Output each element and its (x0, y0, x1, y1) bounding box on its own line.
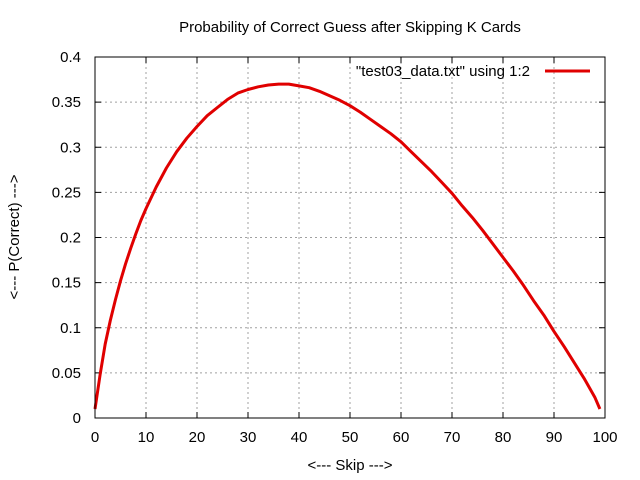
x-tick-label: 90 (546, 429, 563, 446)
y-tick-label: 0.1 (60, 320, 81, 337)
y-tick-label: 0.15 (52, 275, 81, 292)
series-line (93, 82, 602, 410)
x-tick-label: 30 (240, 429, 257, 446)
x-tick-label: 50 (342, 429, 359, 446)
x-tick-label: 70 (444, 429, 461, 446)
x-tick-label: 100 (592, 429, 617, 446)
y-tick-label: 0.05 (52, 365, 81, 382)
y-tick-label: 0.3 (60, 139, 81, 156)
x-axis-label: <--- Skip ---> (307, 457, 392, 474)
axis-ticks: 0 10 20 30 40 50 60 70 80 90 100 0 0.05 0.1 0.15 0.2 0.2… (52, 49, 618, 446)
x-tick-label: 0 (91, 429, 99, 446)
legend-label: "test03_data.txt" using 1:2 (356, 63, 530, 80)
grid-lines (95, 57, 605, 418)
y-tick-label: 0.2 (60, 230, 81, 247)
y-tick-label: 0.25 (52, 184, 81, 201)
x-tick-label: 60 (393, 429, 410, 446)
x-tick-label: 80 (495, 429, 512, 446)
x-tick-label: 10 (138, 429, 155, 446)
series-layer (93, 82, 602, 410)
chart-title: Probability of Correct Guess after Skipp… (179, 19, 521, 36)
y-tick-label: 0 (73, 410, 81, 427)
y-tick-label: 0.4 (60, 49, 81, 66)
x-tick-label: 20 (189, 429, 206, 446)
x-tick-label: 40 (291, 429, 308, 446)
y-axis-label: <--- P(Correct) ---> (6, 174, 23, 299)
legend: "test03_data.txt" using 1:2 (356, 63, 590, 80)
plot-frame (94, 56, 606, 419)
y-tick-label: 0.35 (52, 94, 81, 111)
